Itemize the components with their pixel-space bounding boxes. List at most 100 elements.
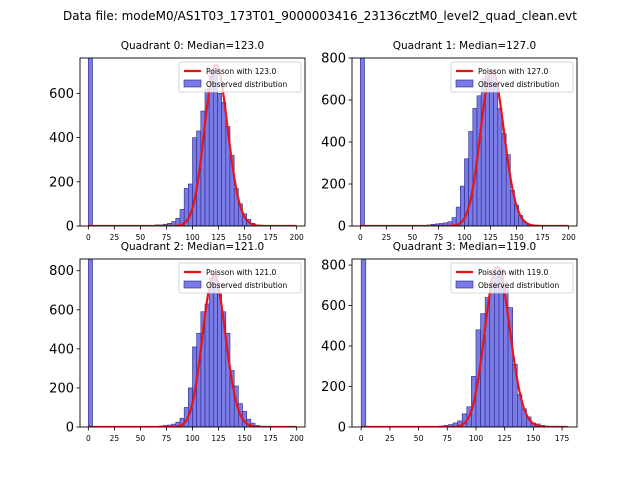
y-tick-label: 600	[49, 303, 74, 318]
x-tick-label: 200	[290, 434, 305, 443]
histogram-bar	[497, 108, 503, 226]
y-tick-label: 800	[321, 259, 346, 274]
y-tick-label: 0	[66, 421, 74, 436]
histogram-bar	[213, 68, 218, 226]
x-tick-label: 75	[434, 233, 444, 242]
x-tick-label: 175	[555, 434, 570, 443]
legend-poisson-label: Poisson with 121.0	[206, 268, 276, 277]
legend-box	[178, 61, 302, 93]
legend-observed-swatch	[455, 280, 474, 289]
x-tick-label: 100	[185, 434, 200, 443]
x-tick-label: 25	[110, 434, 120, 443]
legend-observed-swatch	[183, 280, 202, 289]
y-tick-label: 400	[321, 136, 346, 151]
x-tick-label: 50	[136, 434, 146, 443]
histogram-bar	[468, 131, 474, 226]
x-tick-label: 175	[263, 434, 278, 443]
x-tick-label: 75	[443, 434, 453, 443]
x-tick-label: 125	[498, 434, 513, 443]
histogram-bar	[489, 280, 495, 427]
y-tick-label: 200	[49, 381, 74, 396]
x-tick-label: 175	[263, 233, 278, 242]
subplot-title: Quadrant 3: Median=119.0	[393, 241, 536, 253]
x-tick-label: 25	[382, 233, 392, 242]
histogram-bar	[217, 93, 222, 226]
x-tick-label: 150	[237, 233, 252, 242]
subplot-title: Quadrant 1: Median=127.0	[393, 40, 536, 52]
y-tick-label: 400	[49, 131, 74, 146]
x-tick-label: 50	[136, 233, 146, 242]
legend-observed-swatch	[455, 79, 474, 88]
subplot-2: 0 200 400 600 800 0 25 50 75 100 125 150 175 200 Quadr…	[49, 241, 306, 443]
y-tick-label: 600	[321, 94, 346, 109]
figure-title: Data file: modeM0/AS1T03_173T01_90000034…	[63, 9, 577, 23]
y-tick-label: 0	[66, 220, 74, 235]
y-tick-label: 400	[49, 342, 74, 357]
histogram-bar	[208, 278, 214, 427]
histogram-bar	[494, 272, 500, 427]
histogram-bar	[208, 70, 214, 226]
legend-observed-label: Observed distribution	[206, 281, 287, 290]
subplot-0: 0 200 400 600 0 25 50 75 100 125 150 175 200 Quadrant…	[49, 40, 306, 242]
histogram-bar	[221, 101, 227, 226]
subplot-3: 0 200 400 600 800 0 25 50 75 100 125 150 175 Quadrant…	[321, 241, 578, 443]
plot-area	[88, 58, 297, 226]
legend-observed-label: Observed distribution	[478, 281, 559, 290]
y-tick-label: 600	[321, 299, 346, 314]
subplot-title: Quadrant 2: Median=121.0	[121, 241, 264, 253]
y-tick-label: 200	[321, 380, 346, 395]
x-tick-label: 75	[162, 233, 172, 242]
poisson-curve	[361, 266, 568, 427]
y-tick-label: 800	[49, 264, 74, 279]
legend-observed-label: Observed distribution	[206, 80, 287, 89]
x-tick-label: 0	[86, 233, 91, 242]
histogram-bar	[360, 58, 365, 226]
legend-box	[450, 61, 574, 93]
axes-frame	[351, 258, 578, 428]
legend-box	[450, 262, 574, 294]
x-tick-label: 100	[457, 233, 472, 242]
histogram-bar	[192, 137, 197, 226]
legend-observed-swatch	[183, 79, 202, 88]
y-tick-label: 200	[321, 178, 346, 193]
legend-poisson-label: Poisson with 119.0	[478, 268, 548, 277]
legend-poisson-label: Poisson with 123.0	[206, 67, 276, 76]
x-tick-label: 75	[162, 434, 172, 443]
histogram-bar	[204, 303, 210, 427]
histogram-bar	[489, 72, 494, 226]
x-tick-label: 0	[359, 434, 364, 443]
y-tick-label: 0	[338, 220, 346, 235]
y-tick-label: 400	[321, 340, 346, 355]
histogram-bar	[217, 293, 222, 427]
plot-area	[360, 58, 569, 226]
y-tick-label: 200	[49, 175, 74, 190]
x-tick-label: 125	[211, 233, 226, 242]
subplot-1: 0 200 400 600 800 0 25 50 75 100 125 150 175 200 Quadr…	[321, 40, 578, 242]
x-tick-label: 150	[237, 434, 252, 443]
x-tick-label: 0	[86, 434, 91, 443]
x-tick-label: 25	[110, 233, 120, 242]
histogram-bar	[188, 183, 193, 226]
histogram-bar	[88, 259, 93, 427]
x-tick-label: 175	[535, 233, 550, 242]
legend-box	[178, 262, 302, 294]
x-tick-label: 125	[211, 434, 226, 443]
x-tick-label: 200	[290, 233, 305, 242]
histogram-bar	[213, 274, 218, 427]
x-tick-label: 50	[414, 434, 424, 443]
x-tick-label: 200	[562, 233, 577, 242]
x-tick-label: 150	[526, 434, 541, 443]
x-tick-label: 0	[358, 233, 363, 242]
x-tick-label: 125	[483, 233, 498, 242]
histogram-bar	[493, 82, 499, 226]
poisson-curve	[360, 69, 569, 226]
subplot-title: Quadrant 0: Median=123.0	[121, 40, 264, 52]
y-tick-label: 600	[49, 87, 74, 102]
x-tick-label: 25	[385, 434, 395, 443]
x-tick-label: 100	[185, 233, 200, 242]
histogram-bar	[360, 259, 367, 427]
legend-observed-label: Observed distribution	[478, 80, 559, 89]
y-tick-label: 800	[321, 52, 346, 67]
plot-area	[360, 259, 568, 427]
